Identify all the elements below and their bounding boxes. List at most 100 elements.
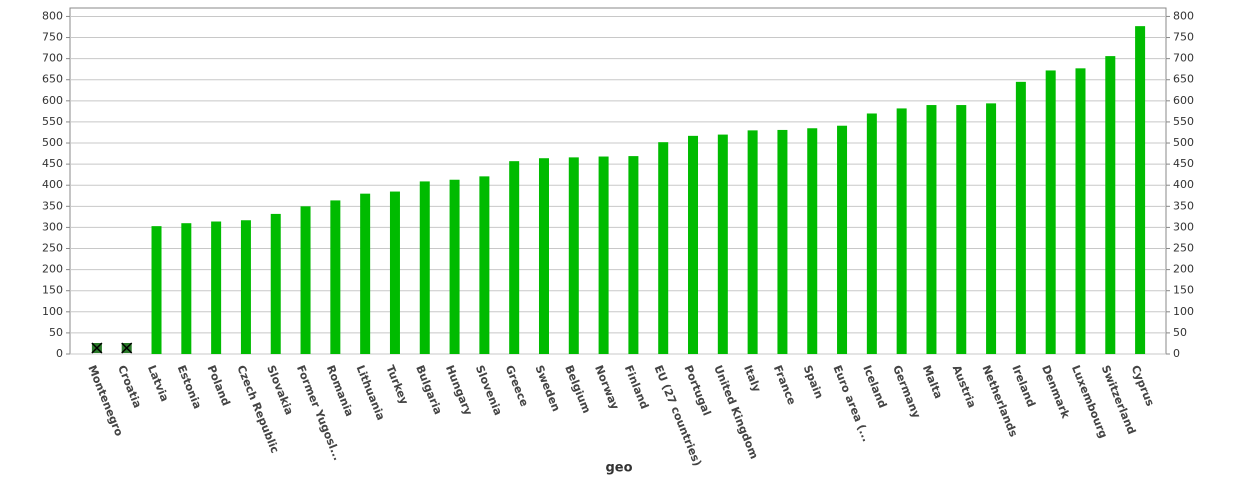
y2-tick-label: 800	[1173, 9, 1194, 22]
y-tick-label: 250	[42, 242, 63, 255]
x-tick-label: Croatia	[115, 363, 144, 410]
bar	[628, 156, 639, 354]
x-tick-label: Poland	[205, 363, 233, 407]
missing-marker-x	[121, 342, 133, 354]
bar	[509, 161, 520, 354]
y-tick-label: 750	[42, 31, 63, 44]
y2-tick-label: 650	[1173, 73, 1194, 86]
x-tick-label: Iceland	[860, 363, 889, 410]
y2-tick-label: 0	[1173, 347, 1180, 360]
bar	[777, 129, 788, 354]
y-tick-label: 500	[42, 136, 63, 149]
x-tick-label: Belgium	[562, 363, 593, 415]
x-tick-label: Sweden	[532, 363, 562, 413]
x-tick-label: Slovakia	[264, 363, 296, 416]
bar	[479, 176, 490, 354]
y2-tick-label: 750	[1173, 31, 1194, 44]
x-axis-title: geo	[605, 461, 632, 476]
y2-tick-label: 700	[1173, 52, 1194, 65]
y-tick-label: 100	[42, 305, 63, 318]
bar	[1105, 56, 1116, 354]
bar	[181, 223, 192, 354]
bar	[688, 135, 699, 354]
bar	[837, 125, 848, 354]
y2-tick-label: 250	[1173, 242, 1194, 255]
x-tick-label: Estonia	[175, 363, 204, 410]
y-tick-label: 700	[42, 52, 63, 65]
y-tick-label: 550	[42, 115, 63, 128]
bar	[956, 105, 967, 354]
x-tick-label: Turkey	[383, 363, 410, 406]
y-tick-label: 450	[42, 157, 63, 170]
y2-tick-label: 300	[1173, 220, 1194, 233]
x-tick-label: Romania	[324, 363, 356, 418]
bar	[866, 113, 877, 354]
missing-marker-x	[91, 342, 103, 354]
y2-tick-label: 600	[1173, 94, 1194, 107]
bar	[1045, 70, 1056, 354]
bar	[986, 103, 997, 354]
y2-tick-label: 100	[1173, 305, 1194, 318]
x-tick-label: Ireland	[1009, 363, 1037, 409]
x-tick-label: Norway	[592, 363, 622, 411]
bar	[538, 158, 549, 354]
bar	[240, 220, 251, 354]
bar	[389, 191, 400, 354]
x-tick-label: Finland	[622, 363, 651, 411]
y2-tick-label: 500	[1173, 136, 1194, 149]
x-tick-label: Malta	[920, 363, 945, 400]
bar	[300, 206, 311, 354]
x-tick-label: Germany	[890, 363, 923, 420]
y-tick-label: 650	[42, 73, 63, 86]
y2-tick-label: 350	[1173, 199, 1194, 212]
x-tick-label: Hungary	[443, 363, 475, 417]
x-tick-label: Cyprus	[1129, 363, 1157, 408]
bar	[747, 130, 758, 354]
x-tick-label: France	[771, 363, 799, 406]
bar	[896, 108, 907, 354]
y-tick-label: 400	[42, 178, 63, 191]
x-tick-label: Bulgaria	[413, 363, 444, 416]
y-tick-label: 300	[42, 220, 63, 233]
bar	[1075, 68, 1086, 355]
y-tick-label: 50	[49, 326, 63, 339]
x-tick-label: Italy	[741, 363, 763, 394]
y2-tick-label: 200	[1173, 263, 1194, 276]
y-tick-label: 800	[42, 9, 63, 22]
bar	[926, 105, 937, 354]
y2-tick-label: 50	[1173, 326, 1187, 339]
x-tick-label: Latvia	[145, 363, 171, 403]
x-tick-label: Greece	[503, 363, 531, 408]
bar	[151, 226, 162, 354]
bar	[807, 128, 818, 354]
bar	[211, 221, 222, 354]
bar	[1135, 26, 1146, 355]
bar	[598, 156, 609, 354]
bar	[658, 142, 669, 354]
bar	[419, 181, 430, 354]
y-tick-label: 150	[42, 284, 63, 297]
bar	[717, 134, 728, 354]
x-tick-label: Denmark	[1039, 363, 1072, 420]
bar	[1015, 81, 1026, 354]
y-tick-label: 600	[42, 94, 63, 107]
bar	[449, 179, 460, 354]
y2-tick-label: 550	[1173, 115, 1194, 128]
y-tick-label: 0	[56, 347, 63, 360]
y2-tick-label: 400	[1173, 178, 1194, 191]
x-tick-label: Lithuania	[354, 363, 388, 422]
x-tick-label: Austria	[950, 363, 979, 409]
bar	[330, 200, 341, 354]
bar	[270, 213, 281, 354]
y2-tick-label: 450	[1173, 157, 1194, 170]
x-tick-label: Slovenia	[473, 363, 505, 417]
y-tick-label: 350	[42, 199, 63, 212]
bar	[360, 193, 371, 354]
y2-tick-label: 150	[1173, 284, 1194, 297]
y-tick-label: 200	[42, 263, 63, 276]
x-tick-label: Portugal	[681, 363, 713, 417]
x-tick-label: Spain	[801, 363, 826, 400]
plot-area	[69, 7, 1167, 355]
bar	[568, 157, 579, 354]
